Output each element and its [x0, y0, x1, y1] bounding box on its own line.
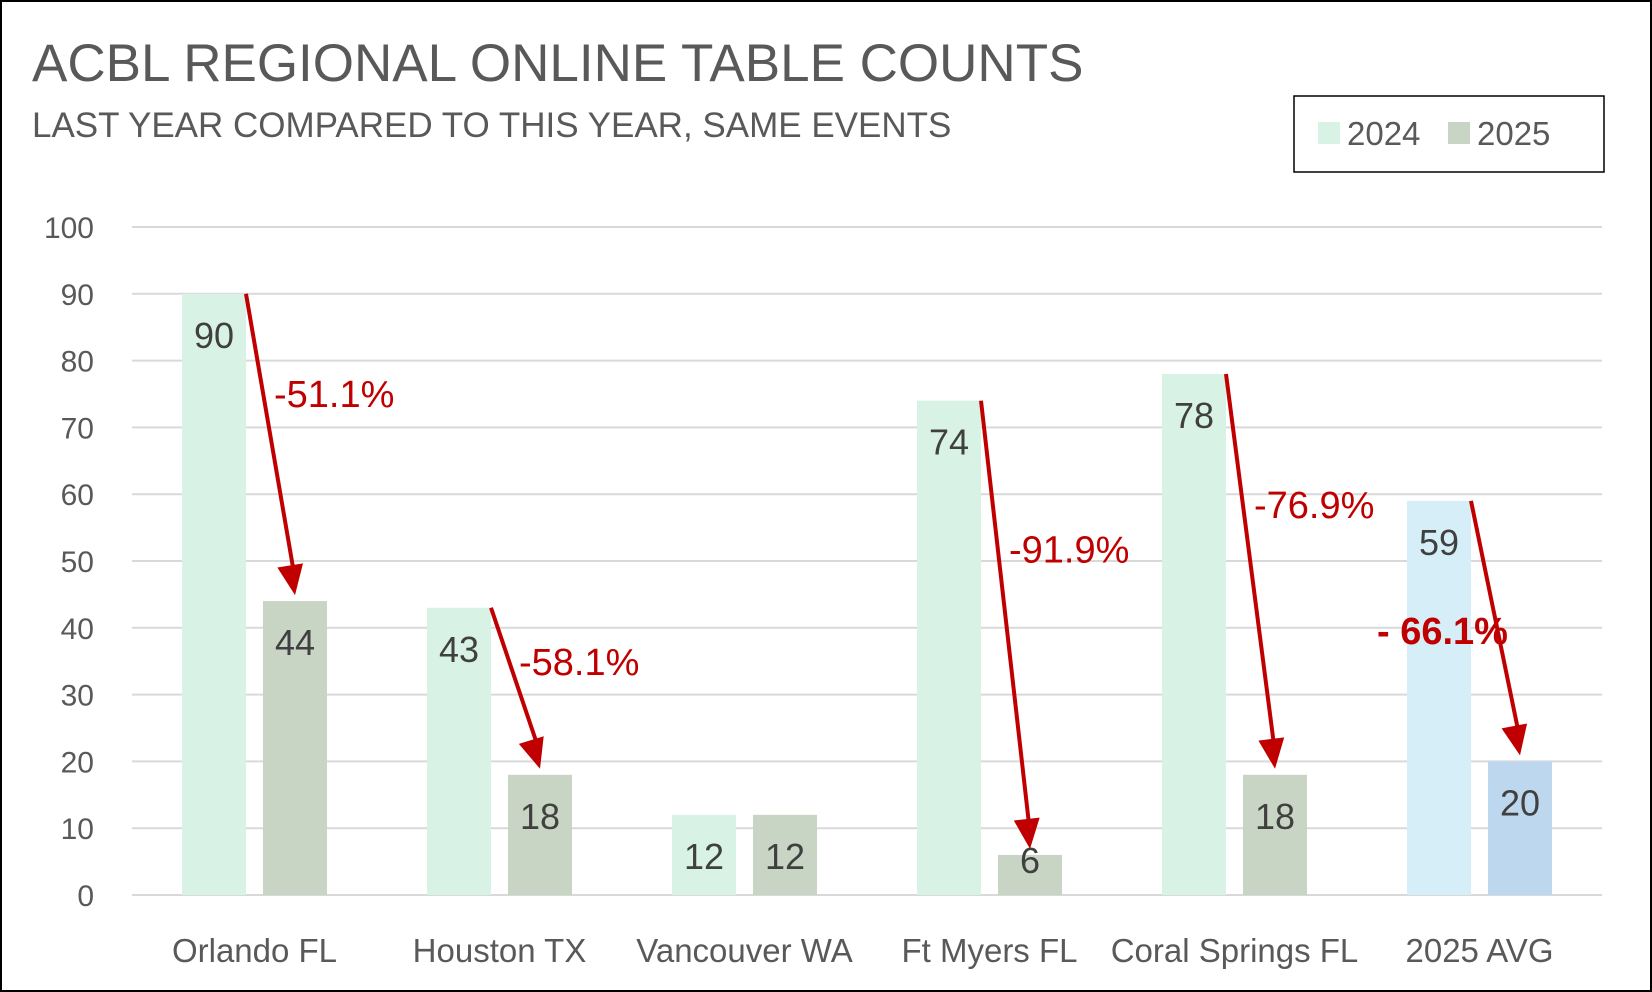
y-tick-label: 70 — [61, 412, 94, 445]
bar-2024 — [1407, 500, 1471, 895]
change-arrow-head — [1501, 723, 1528, 756]
change-arrow-head — [518, 736, 544, 769]
chart-subtitle: LAST YEAR COMPARED TO THIS YEAR, SAME EV… — [32, 106, 951, 145]
y-tick-label: 80 — [61, 346, 94, 379]
x-axis-categories: Orlando FL Houston TX Vancouver WA Ft Myers… — [172, 932, 1554, 969]
legend-swatch-2024 — [1318, 122, 1340, 144]
value-label-2025: 20 — [1500, 782, 1540, 823]
value-label-2024: 43 — [439, 629, 479, 670]
change-percent-label: - 66.1% — [1377, 611, 1508, 653]
bar-2024 — [182, 293, 246, 895]
change-arrow-head — [1258, 737, 1285, 769]
value-label-2025: 6 — [1020, 840, 1040, 881]
legend-label-2024: 2024 — [1347, 115, 1420, 152]
change-percent-label: -91.9% — [1009, 530, 1129, 572]
bar-2024 — [427, 607, 491, 895]
y-tick-label: 90 — [61, 279, 94, 312]
bars — [182, 293, 1552, 896]
value-label-2025: 12 — [765, 836, 805, 877]
change-arrow-line — [489, 607, 542, 754]
change-percent-label: -58.1% — [519, 642, 639, 684]
value-labels: 90 44 43 18 12 12 74 6 78 18 59 20 — [194, 315, 1540, 881]
x-category-label: 2025 AVG — [1405, 932, 1553, 969]
legend-label-2025: 2025 — [1477, 115, 1550, 152]
value-label-2025: 18 — [1255, 796, 1295, 837]
chart-title: ACBL REGIONAL ONLINE TABLE COUNTS — [32, 34, 1083, 93]
change-arrow-head — [277, 563, 304, 596]
legend-swatch-2025 — [1448, 122, 1470, 144]
bar-2024 — [1162, 373, 1226, 896]
legend: 2024 2025 — [1293, 95, 1605, 173]
change-arrow-line — [979, 400, 1032, 834]
bar-2025 — [263, 601, 327, 895]
value-label-2025: 18 — [520, 796, 560, 837]
bar-2025 — [1488, 761, 1552, 895]
y-tick-label: 30 — [61, 680, 94, 713]
bar-2024 — [672, 814, 736, 895]
change-percent-label: -76.9% — [1254, 485, 1374, 527]
y-tick-label: 60 — [61, 479, 94, 512]
x-category-label: Orlando FL — [172, 932, 337, 969]
y-axis-ticks: 0 10 20 30 40 50 60 70 80 90 100 — [44, 212, 94, 913]
y-tick-label: 100 — [44, 212, 94, 245]
bar-2025 — [1243, 774, 1307, 895]
value-label-2024: 74 — [929, 422, 969, 463]
change-arrow-head — [1013, 817, 1040, 849]
bar-2025 — [508, 774, 572, 895]
y-tick-label: 0 — [77, 880, 94, 913]
x-category-label: Houston TX — [413, 932, 587, 969]
change-percent-label: -51.1% — [274, 374, 394, 416]
y-tick-label: 40 — [61, 613, 94, 646]
value-label-2024: 59 — [1419, 522, 1459, 563]
x-category-label: Ft Myers FL — [901, 932, 1077, 969]
value-label-2024: 12 — [684, 836, 724, 877]
bar-2025 — [998, 854, 1062, 895]
change-arrows: -51.1% -58.1% -91.9% -76.9% - 66.1% — [244, 293, 1528, 849]
change-arrow-line — [1469, 500, 1522, 740]
y-tick-label: 20 — [61, 746, 94, 779]
value-label-2024: 90 — [194, 315, 234, 356]
gridlines — [132, 226, 1602, 896]
bar-2024 — [917, 400, 981, 895]
x-category-label: Vancouver WA — [636, 932, 852, 969]
y-tick-label: 50 — [61, 546, 94, 579]
change-arrow-line — [1224, 373, 1277, 754]
change-arrow-line — [244, 293, 297, 580]
bar-2025 — [753, 814, 817, 895]
x-category-label: Coral Springs FL — [1111, 932, 1359, 969]
value-label-2024: 78 — [1174, 395, 1214, 436]
y-tick-label: 10 — [61, 813, 94, 846]
value-label-2025: 44 — [275, 622, 315, 663]
